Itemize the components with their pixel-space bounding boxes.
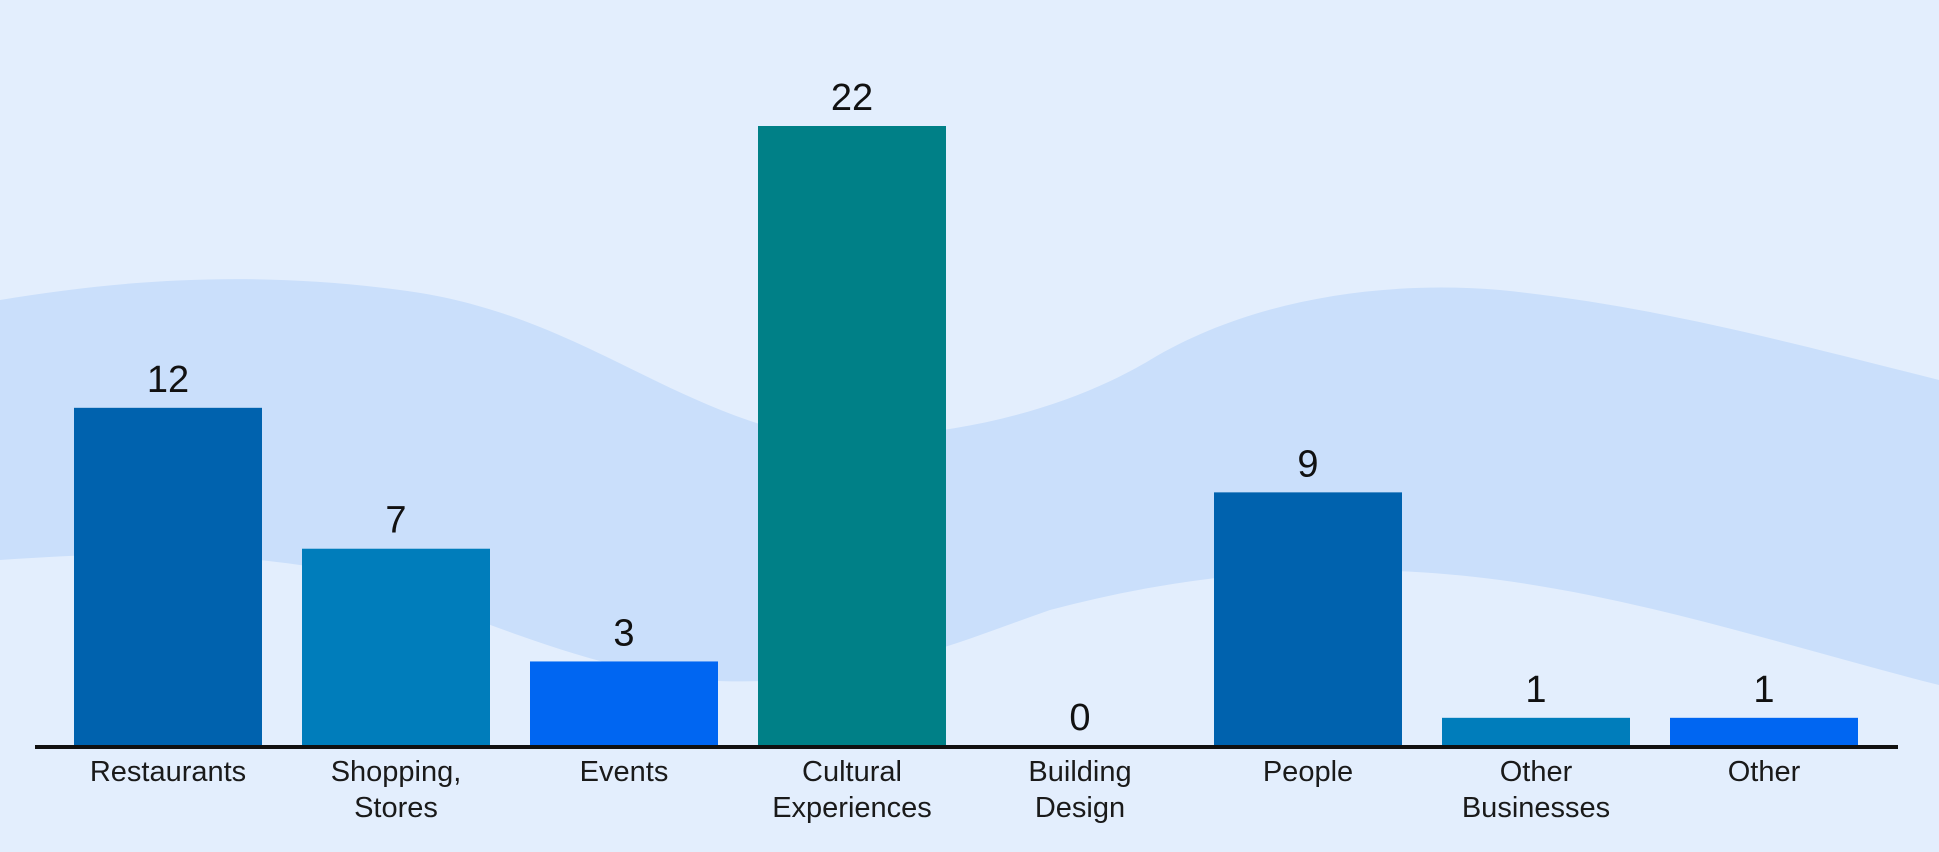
value-label-1: 7	[385, 500, 406, 542]
category-label-7-line-0: Other	[1728, 756, 1801, 788]
category-label-0-line-0: Restaurants	[90, 756, 246, 788]
value-label-3: 22	[831, 77, 873, 119]
category-label-1-line-0: Shopping,	[331, 756, 462, 788]
category-label-5-line-0: People	[1263, 756, 1353, 788]
category-labels: Restaurants Shopping, Stores Events Cultural…	[90, 756, 1801, 824]
bar-7	[1670, 717, 1858, 746]
category-label-2-line-0: Events	[580, 756, 669, 788]
bar-1	[302, 548, 490, 746]
value-label-6: 1	[1525, 669, 1546, 711]
value-labels: 12 7 3 22 0 9 1 1	[147, 77, 1775, 739]
value-label-0: 12	[147, 359, 189, 401]
value-label-4: 0	[1069, 697, 1090, 739]
category-label-4-line-0: Building	[1028, 756, 1131, 788]
value-label-2: 3	[613, 612, 634, 654]
bar-0	[74, 407, 262, 746]
bars	[74, 126, 1858, 746]
bar-2	[530, 661, 718, 746]
category-label-3-line-1: Experiences	[772, 792, 932, 824]
bar-5	[1214, 492, 1402, 746]
category-label-1-line-1: Stores	[354, 792, 438, 824]
category-label-4-line-1: Design	[1035, 792, 1125, 824]
category-label-6-line-1: Businesses	[1462, 792, 1610, 824]
value-label-7: 1	[1753, 669, 1774, 711]
bar-6	[1442, 717, 1630, 746]
category-label-3-line-0: Cultural	[802, 756, 902, 788]
value-label-5: 9	[1297, 443, 1318, 485]
category-label-6-line-0: Other	[1500, 756, 1573, 788]
bar-3	[758, 126, 946, 746]
